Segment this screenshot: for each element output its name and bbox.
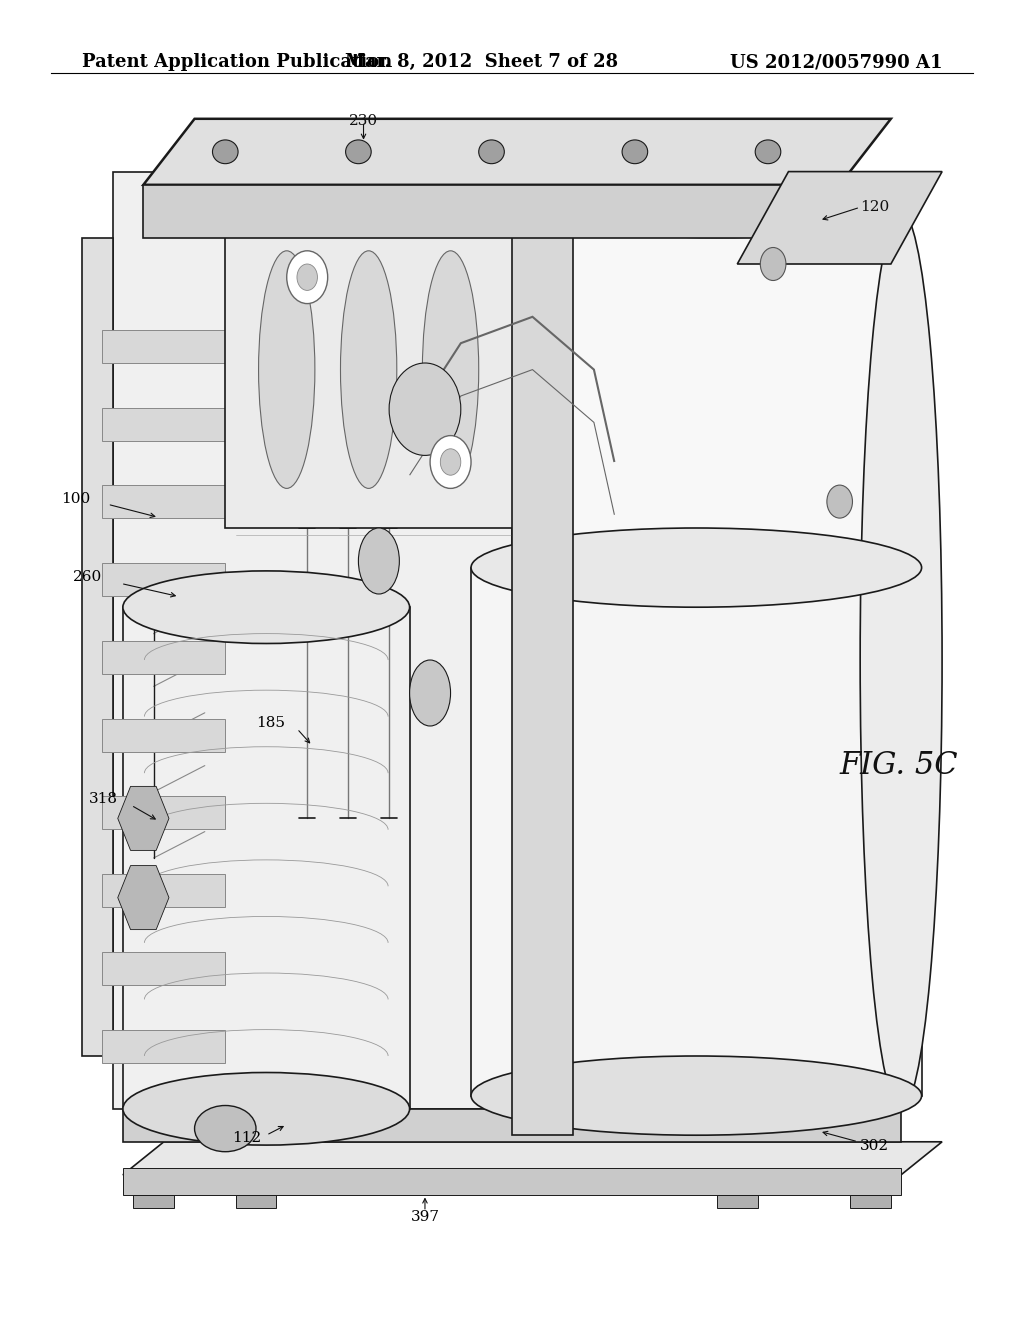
Ellipse shape — [258, 251, 315, 488]
Polygon shape — [102, 718, 225, 751]
Polygon shape — [102, 564, 225, 597]
Ellipse shape — [123, 792, 164, 845]
Polygon shape — [717, 1195, 758, 1208]
Ellipse shape — [623, 140, 647, 164]
Ellipse shape — [389, 363, 461, 455]
Text: Patent Application Publication: Patent Application Publication — [82, 53, 392, 71]
Ellipse shape — [422, 251, 479, 488]
Polygon shape — [143, 185, 840, 238]
Polygon shape — [82, 238, 113, 1056]
Polygon shape — [102, 642, 225, 675]
Ellipse shape — [287, 251, 328, 304]
Text: 260: 260 — [73, 570, 102, 583]
Ellipse shape — [195, 1106, 256, 1151]
Polygon shape — [102, 874, 225, 907]
Ellipse shape — [471, 528, 922, 607]
Text: 120: 120 — [860, 201, 890, 214]
Polygon shape — [737, 172, 942, 264]
Ellipse shape — [297, 264, 317, 290]
Ellipse shape — [440, 449, 461, 475]
Ellipse shape — [213, 140, 238, 164]
Polygon shape — [143, 119, 891, 185]
Text: 100: 100 — [60, 492, 90, 506]
Text: Mar. 8, 2012  Sheet 7 of 28: Mar. 8, 2012 Sheet 7 of 28 — [345, 53, 617, 71]
Polygon shape — [123, 607, 410, 1109]
Ellipse shape — [756, 140, 780, 164]
Ellipse shape — [123, 871, 164, 924]
Ellipse shape — [827, 486, 852, 519]
Text: FIG. 5C: FIG. 5C — [840, 750, 958, 781]
Text: 302: 302 — [860, 1139, 889, 1152]
Polygon shape — [236, 1195, 276, 1208]
Polygon shape — [123, 1109, 901, 1142]
Polygon shape — [113, 172, 512, 1109]
Polygon shape — [850, 1195, 891, 1208]
Polygon shape — [225, 211, 532, 528]
Polygon shape — [102, 486, 225, 519]
Ellipse shape — [410, 660, 451, 726]
Ellipse shape — [860, 211, 942, 1109]
Polygon shape — [471, 568, 922, 1096]
Ellipse shape — [345, 140, 372, 164]
Text: 318: 318 — [89, 792, 118, 805]
Text: 397: 397 — [411, 1210, 439, 1224]
Ellipse shape — [430, 436, 471, 488]
Polygon shape — [123, 1168, 901, 1195]
Ellipse shape — [532, 185, 901, 238]
Polygon shape — [123, 1142, 942, 1175]
Polygon shape — [102, 408, 225, 441]
Ellipse shape — [358, 528, 399, 594]
Ellipse shape — [123, 1072, 410, 1144]
Text: 230: 230 — [349, 115, 378, 128]
Polygon shape — [102, 796, 225, 829]
Polygon shape — [118, 866, 169, 929]
Ellipse shape — [760, 248, 786, 281]
Text: US 2012/0057990 A1: US 2012/0057990 A1 — [729, 53, 942, 71]
Ellipse shape — [478, 140, 504, 164]
Ellipse shape — [340, 251, 397, 488]
Ellipse shape — [123, 570, 410, 644]
Text: 112: 112 — [231, 1131, 261, 1144]
Polygon shape — [102, 1030, 225, 1063]
Polygon shape — [102, 952, 225, 985]
Polygon shape — [512, 158, 573, 1135]
Text: 185: 185 — [256, 717, 285, 730]
Polygon shape — [133, 1195, 174, 1208]
Polygon shape — [532, 211, 901, 1109]
Polygon shape — [118, 787, 169, 850]
Ellipse shape — [471, 1056, 922, 1135]
Polygon shape — [102, 330, 225, 363]
